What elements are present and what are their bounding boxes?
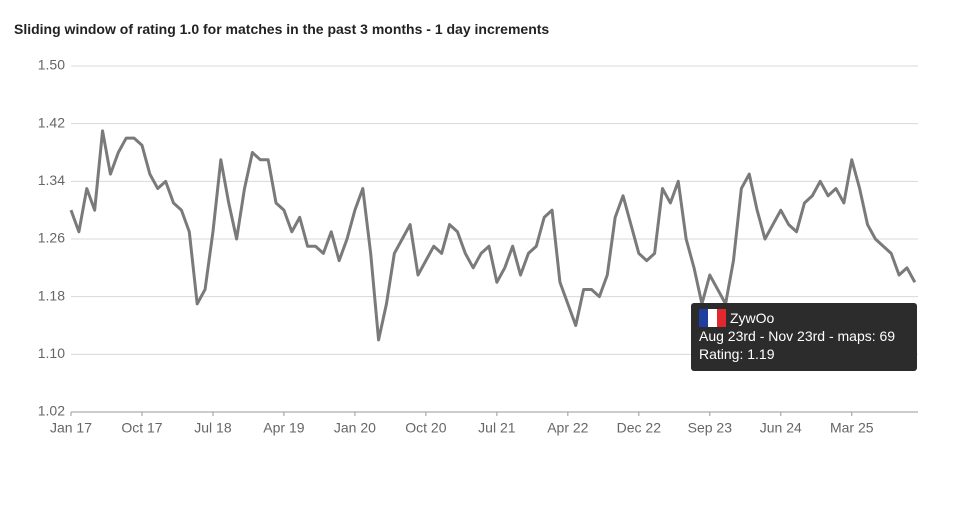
x-tick-label: Jul 18 xyxy=(194,420,232,436)
player-name: ZywOo xyxy=(730,310,775,326)
y-tick-label: 1.50 xyxy=(38,57,65,73)
tooltip-period: Aug 23rd - Nov 23rd - maps: 69 xyxy=(699,328,896,344)
tooltip-rating: Rating: 1.19 xyxy=(699,346,775,362)
y-tick-label: 1.10 xyxy=(38,345,65,361)
x-tick-label: Apr 22 xyxy=(547,420,588,436)
tooltip: ZywOo Aug 23rd - Nov 23rd - maps: 69 Rat… xyxy=(691,303,917,371)
chart-title: Sliding window of rating 1.0 for matches… xyxy=(14,21,550,37)
x-tick-label: Mar 25 xyxy=(830,420,874,436)
y-tick-label: 1.42 xyxy=(38,114,65,130)
x-tick-label: Jan 17 xyxy=(50,420,92,436)
x-tick-label: Jan 20 xyxy=(334,420,376,436)
rating-line xyxy=(69,129,917,342)
y-tick-label: 1.02 xyxy=(38,403,65,419)
x-tick-label: Dec 22 xyxy=(617,420,662,436)
x-tick-label: Jun 24 xyxy=(760,420,802,436)
y-tick-label: 1.34 xyxy=(38,172,65,188)
tooltip-player: ZywOo xyxy=(699,309,909,327)
y-tick-label: 1.18 xyxy=(38,287,65,303)
x-tick-label: Oct 20 xyxy=(405,420,446,436)
x-tick-label: Sep 23 xyxy=(688,420,733,436)
x-tick-label: Apr 19 xyxy=(263,420,304,436)
y-tick-label: 1.26 xyxy=(38,230,65,246)
x-tick-label: Jul 21 xyxy=(478,420,516,436)
flag xyxy=(699,309,726,327)
x-tick-label: Oct 17 xyxy=(121,420,162,436)
